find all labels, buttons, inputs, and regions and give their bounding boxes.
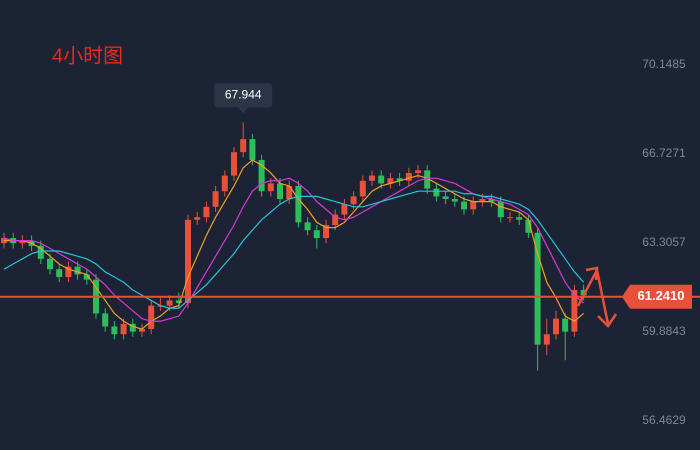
candle-body xyxy=(433,188,440,197)
y-tick-label: 66.7271 xyxy=(642,146,686,160)
peak-label: 67.944 xyxy=(225,88,262,102)
candle-body xyxy=(378,175,385,184)
candle-body xyxy=(185,219,191,304)
candle-body xyxy=(488,198,495,202)
candle-body xyxy=(175,300,182,304)
candle-body xyxy=(387,178,394,184)
candle-body xyxy=(415,170,421,173)
candle-body xyxy=(516,217,523,220)
candle-body xyxy=(258,159,265,192)
candle-body xyxy=(332,214,339,225)
price-tag-label: 61.2410 xyxy=(638,288,685,303)
candle-body xyxy=(267,183,274,192)
candle-body xyxy=(571,290,578,332)
candle-body xyxy=(424,170,431,189)
candle-body xyxy=(369,175,375,181)
candle-body xyxy=(111,326,118,335)
moving-average-line xyxy=(3,190,585,309)
candle-body xyxy=(231,152,237,176)
candle-body xyxy=(553,318,559,335)
y-tick-label: 70.1485 xyxy=(642,57,686,71)
candle-body xyxy=(461,201,467,210)
candle-body xyxy=(497,201,504,218)
candle-body xyxy=(442,196,449,199)
y-tick-label: 63.3057 xyxy=(642,235,686,249)
candle-body xyxy=(37,245,44,259)
candle-body xyxy=(83,274,90,280)
price-tag xyxy=(622,284,692,309)
arrow-head xyxy=(585,266,599,281)
candle-body xyxy=(525,219,532,233)
candle-body xyxy=(148,305,155,330)
candle-body xyxy=(470,201,477,210)
candle-body xyxy=(166,300,173,306)
candle-body xyxy=(562,318,569,332)
candle-body xyxy=(139,329,145,332)
candle-body xyxy=(304,222,311,231)
moving-average-line xyxy=(3,177,584,322)
candle-body xyxy=(221,175,228,192)
candle-body xyxy=(286,185,293,199)
peak-label-pointer xyxy=(238,107,249,114)
candle-body xyxy=(74,266,81,275)
candle-body xyxy=(543,334,550,345)
candle-body xyxy=(313,230,320,239)
candle-body xyxy=(249,139,256,160)
candle-body xyxy=(102,313,109,327)
candle-body xyxy=(405,172,412,181)
candle-body xyxy=(120,323,127,335)
candle-body xyxy=(359,180,366,197)
candle-body xyxy=(65,266,72,278)
peak-label-box xyxy=(214,83,273,108)
candle-body xyxy=(341,204,348,215)
candle-body xyxy=(580,290,587,296)
candle-body xyxy=(277,183,283,199)
candle-body xyxy=(396,178,403,181)
y-tick-label: 56.4629 xyxy=(642,413,686,427)
plot: 70.1485 66.7271 63.3057 59.8843 56.4629 67.94… xyxy=(0,57,700,427)
candle-body xyxy=(534,232,541,345)
moving-average-line xyxy=(4,159,584,330)
candle-body xyxy=(129,323,136,332)
y-tick-label: 59.8843 xyxy=(642,324,686,338)
candle-body xyxy=(451,198,458,202)
candle-body xyxy=(323,225,329,239)
candle-body xyxy=(194,217,201,220)
candle-body xyxy=(203,206,210,218)
candle-body xyxy=(56,269,63,278)
candle-body xyxy=(212,191,219,207)
candle-body xyxy=(19,240,26,244)
candle-body xyxy=(295,185,302,223)
candle-body xyxy=(479,198,486,202)
candle-body xyxy=(240,139,247,153)
candle-body xyxy=(47,258,53,270)
candle-body xyxy=(507,217,513,219)
chart-title: 4小时图 xyxy=(52,44,123,67)
arrow-head xyxy=(597,313,618,328)
forecast-arrows xyxy=(576,266,618,328)
candle-body xyxy=(350,196,357,205)
